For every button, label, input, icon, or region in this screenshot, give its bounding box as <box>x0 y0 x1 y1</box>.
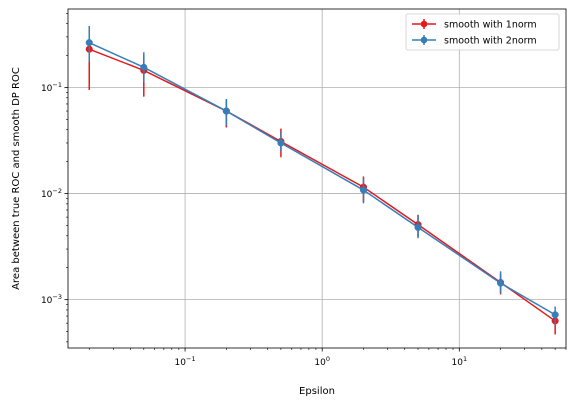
grid <box>68 9 566 348</box>
legend-item-1: smooth with 1norm <box>412 19 537 31</box>
y-tick-label: 10−3 <box>41 293 62 306</box>
x-tick-label: 101 <box>452 355 468 368</box>
x-axis-label: Epsilon <box>299 386 335 397</box>
legend: smooth with 1norm smooth with 2norm <box>405 13 560 51</box>
legend-swatch-marker <box>420 36 428 44</box>
x-tick-label: 100 <box>314 355 330 368</box>
x-tick-label: 10−1 <box>175 355 196 368</box>
y-tick-label: 10−1 <box>41 81 62 94</box>
x-axis-ticks: 10−1 100 101 <box>175 348 468 368</box>
series-layer <box>85 26 559 335</box>
data-point <box>414 223 422 231</box>
y-axis-ticks: 10−3 10−2 10−1 <box>41 81 68 306</box>
series-line <box>88 48 556 322</box>
legend-item-2: smooth with 2norm <box>412 35 537 47</box>
legend-label: smooth with 2norm <box>444 36 537 47</box>
legend-swatch-marker <box>420 20 428 28</box>
data-point <box>359 186 368 194</box>
y-tick-label: 10−2 <box>41 187 62 200</box>
data-point <box>497 279 505 287</box>
data-point <box>140 63 148 71</box>
plot-frame <box>67 8 567 349</box>
data-point <box>551 311 559 319</box>
series-2 <box>85 26 559 325</box>
data-point <box>222 107 230 115</box>
series-line <box>88 41 556 316</box>
data-point <box>277 139 285 147</box>
legend-box <box>405 13 560 51</box>
legend-label: smooth with 1norm <box>444 20 537 31</box>
data-point <box>85 39 93 47</box>
y-axis-label: Area between true ROC and smooth DP ROC <box>11 67 22 290</box>
